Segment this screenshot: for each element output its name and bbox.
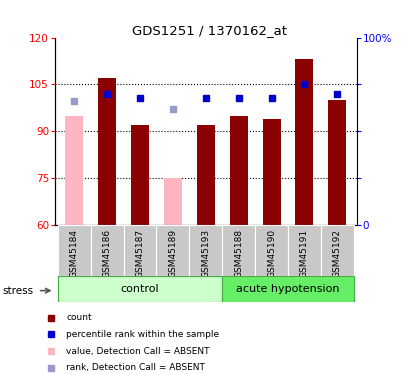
Bar [123,225,157,276]
Text: GSM45184: GSM45184 [70,229,79,278]
Bar [230,116,248,225]
Bar [65,116,83,225]
Bar [288,225,321,276]
Text: stress: stress [2,286,33,296]
Bar [255,225,288,276]
Bar [189,225,222,276]
Bar [328,100,346,225]
Text: GSM45190: GSM45190 [267,229,276,278]
Bar [131,125,149,225]
Text: value, Detection Call = ABSENT: value, Detection Call = ABSENT [66,347,210,356]
Bar [262,119,281,225]
Text: GSM45189: GSM45189 [168,229,177,278]
Bar [321,225,354,276]
Text: GSM45193: GSM45193 [201,229,210,278]
Bar [197,125,215,225]
Bar [164,178,182,225]
Text: GSM45192: GSM45192 [333,229,342,278]
Text: GDS1251 / 1370162_at: GDS1251 / 1370162_at [132,24,288,38]
Text: GSM45191: GSM45191 [300,229,309,278]
Text: count: count [66,314,92,322]
Text: control: control [121,284,159,294]
Bar [98,78,116,225]
Bar [157,225,189,276]
Bar [91,225,123,276]
Text: acute hypotension: acute hypotension [236,284,340,294]
Bar [295,59,313,225]
Text: GSM45187: GSM45187 [136,229,144,278]
Text: rank, Detection Call = ABSENT: rank, Detection Call = ABSENT [66,363,205,372]
Bar [58,225,91,276]
Bar [58,276,222,302]
Bar [222,276,354,302]
Text: GSM45186: GSM45186 [103,229,112,278]
Text: percentile rank within the sample: percentile rank within the sample [66,330,219,339]
Text: GSM45188: GSM45188 [234,229,243,278]
Bar [222,225,255,276]
